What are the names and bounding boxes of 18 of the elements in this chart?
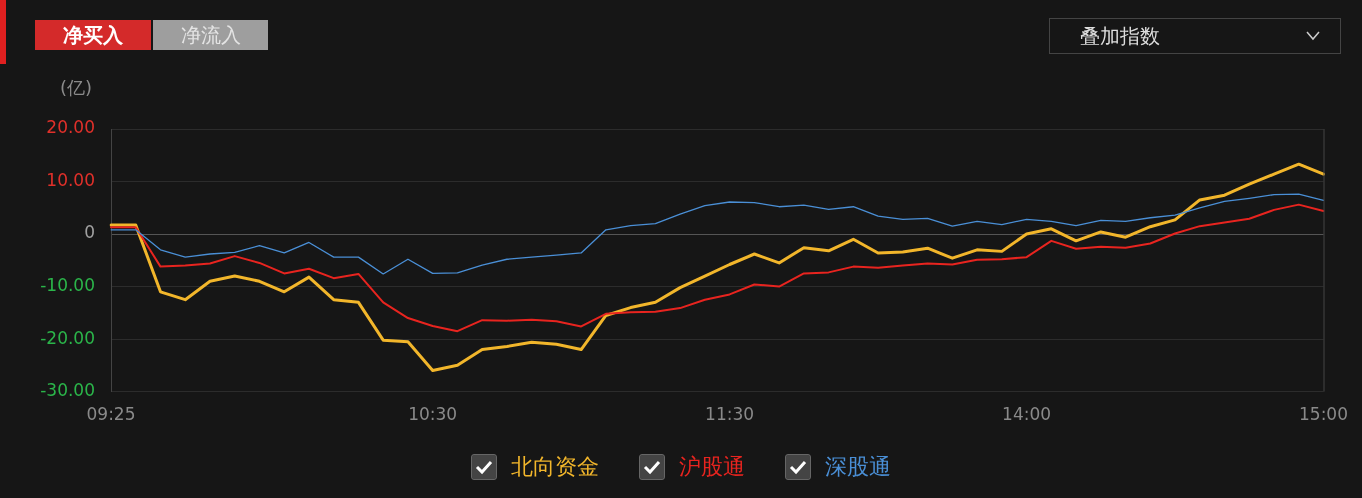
text: 净买入 (35, 20, 151, 50)
y-tick-label: -10.00 (40, 274, 95, 295)
x-tick-label: 10:30 (408, 404, 458, 425)
y-tick-label: 20.00 (46, 117, 95, 138)
x-tick-label: 14:00 (1002, 404, 1052, 425)
y-axis-title: (亿) (60, 76, 93, 100)
y-tick-label: -20.00 (40, 327, 95, 348)
text: 叠加指数 (1080, 24, 1160, 48)
text: 深股通 (825, 453, 891, 481)
y-tick-label: 10.00 (46, 169, 95, 190)
x-tick-label: 09:25 (86, 404, 136, 425)
y-tick-label: 0 (84, 222, 95, 243)
x-tick-label: 15:00 (1299, 404, 1348, 425)
text: 沪股通 (679, 453, 745, 481)
text: 北向资金 (511, 453, 599, 481)
x-tick-label: 11:30 (705, 404, 755, 425)
y-tick-label: -30.00 (40, 380, 95, 401)
text: 净流入 (153, 20, 268, 50)
